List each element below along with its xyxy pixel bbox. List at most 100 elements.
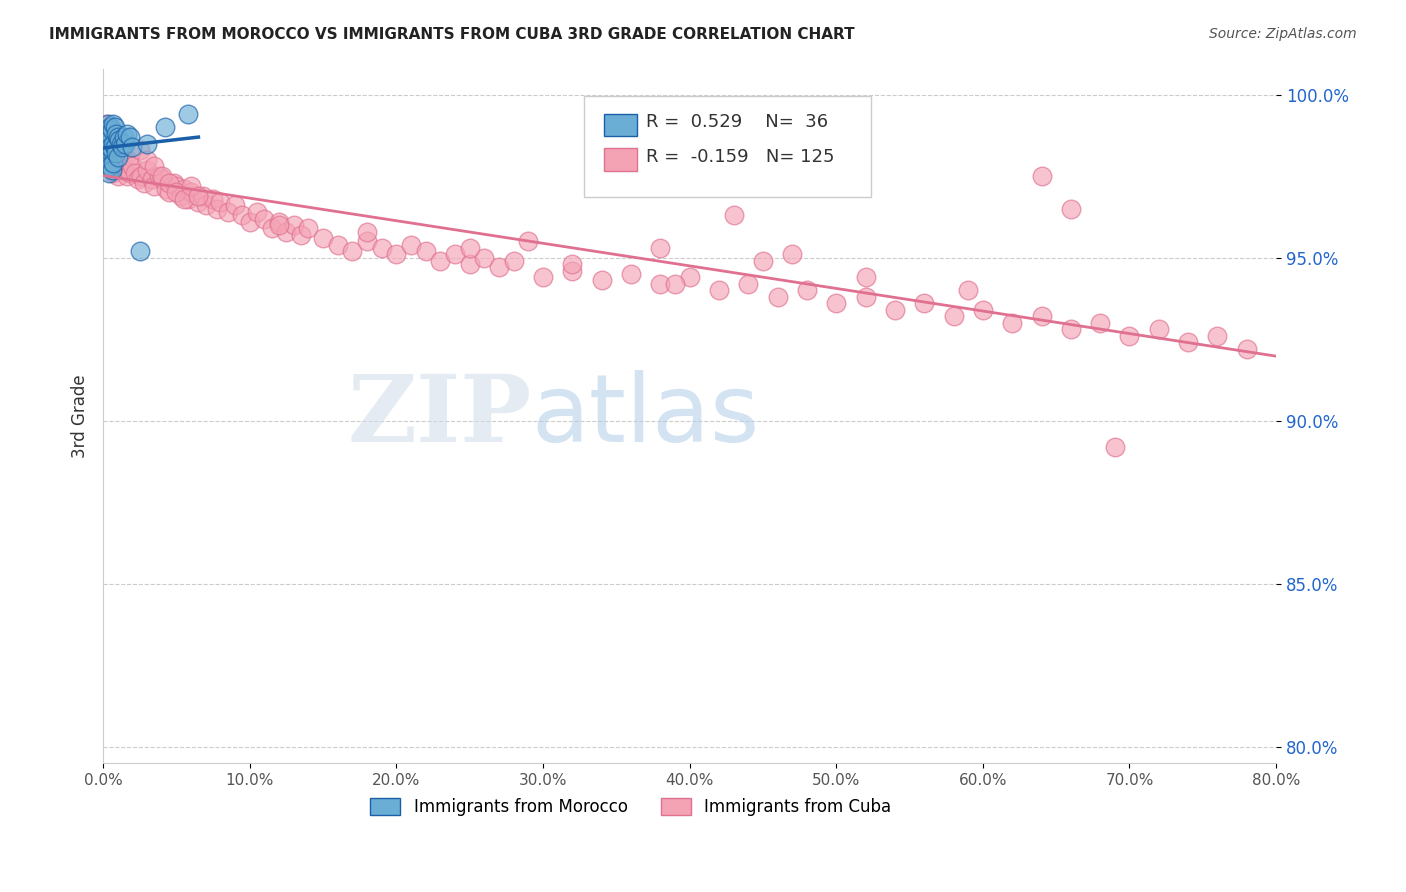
Point (957, 283, 980, 297)
Point (1104, 440, 1126, 454)
Point (124, 166, 146, 180)
Point (98, 127, 121, 141)
Point (239, 215, 262, 229)
Point (342, 244, 364, 259)
Point (177, 192, 200, 206)
Point (1177, 335, 1199, 350)
Point (111, 156, 134, 170)
Point (444, 247, 467, 261)
Bar (605, 113, 637, 136)
Point (103, 117, 125, 131)
Point (1060, 202, 1083, 216)
Point (488, 260, 510, 275)
Point (1060, 322, 1083, 336)
Point (620, 267, 643, 281)
Point (187, 188, 209, 202)
Point (170, 188, 193, 202)
Point (101, 143, 124, 157)
Point (114, 150, 136, 164)
Point (107, 169, 129, 183)
Point (752, 254, 775, 268)
Point (415, 244, 437, 259)
Point (191, 188, 214, 202)
Point (650, 277, 672, 291)
Point (177, 107, 200, 121)
Point (664, 277, 686, 291)
Point (118, 166, 141, 180)
Point (114, 136, 136, 151)
Point (111, 140, 134, 154)
Point (217, 205, 239, 219)
Point (117, 153, 139, 167)
Point (150, 169, 173, 183)
Point (108, 133, 131, 147)
Point (100, 140, 122, 154)
Point (1147, 322, 1170, 336)
Point (458, 257, 481, 271)
Point (1206, 329, 1229, 343)
Point (101, 162, 124, 177)
Point (678, 270, 700, 285)
Point (561, 263, 583, 277)
Bar (605, 148, 637, 170)
Point (165, 186, 187, 200)
Point (136, 162, 159, 177)
Text: ZIP: ZIP (347, 371, 531, 461)
Point (825, 296, 848, 310)
Point (290, 227, 312, 242)
Point (118, 130, 141, 145)
Point (855, 290, 877, 304)
Point (173, 192, 195, 206)
Point (129, 169, 152, 183)
Point (561, 257, 583, 271)
Point (115, 127, 138, 141)
Point (134, 176, 156, 190)
Point (825, 172, 848, 186)
Text: Source: ZipAtlas.com: Source: ZipAtlas.com (1209, 27, 1357, 41)
Point (104, 140, 127, 154)
Point (105, 146, 128, 161)
Point (110, 146, 132, 161)
Point (101, 140, 124, 154)
Point (458, 241, 481, 255)
Point (153, 120, 176, 135)
Point (98, 146, 121, 161)
Point (157, 186, 180, 200)
Point (94, 146, 117, 161)
Point (100, 133, 122, 147)
Point (246, 205, 269, 219)
Point (723, 208, 745, 222)
Point (707, 283, 730, 297)
Point (103, 166, 125, 180)
Point (356, 225, 378, 239)
Point (780, 247, 803, 261)
Point (231, 208, 253, 222)
Text: R =  0.529    N=  36: R = 0.529 N= 36 (647, 113, 828, 131)
Point (766, 290, 789, 304)
Point (180, 186, 202, 200)
Point (260, 221, 283, 235)
Point (115, 169, 138, 183)
Point (531, 270, 554, 285)
Point (942, 310, 965, 324)
Point (1031, 169, 1053, 183)
Point (297, 221, 319, 235)
Point (107, 150, 129, 164)
Point (104, 159, 127, 173)
Point (180, 178, 202, 193)
Point (972, 302, 994, 317)
Point (472, 251, 495, 265)
Point (194, 198, 217, 212)
Point (128, 244, 150, 259)
Point (105, 127, 128, 141)
Point (370, 241, 392, 255)
Point (162, 176, 184, 190)
Point (104, 136, 127, 151)
Point (121, 159, 143, 173)
Point (105, 140, 128, 154)
Point (276, 225, 298, 239)
Point (110, 136, 132, 151)
Point (1088, 316, 1111, 330)
Point (107, 130, 129, 145)
Point (94, 117, 117, 131)
